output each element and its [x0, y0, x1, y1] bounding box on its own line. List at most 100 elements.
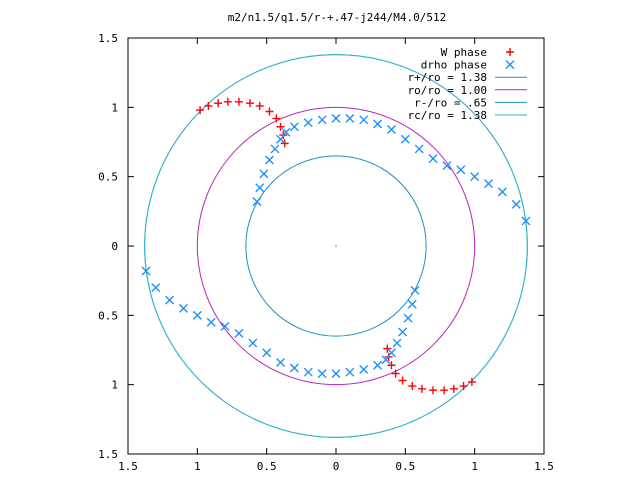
data-point — [151, 283, 161, 293]
circle-3 — [144, 54, 528, 438]
data-point — [289, 122, 299, 132]
data-point — [255, 101, 264, 110]
data-point — [192, 310, 202, 320]
x-tick-label: 1.5 — [118, 460, 138, 473]
legend-item: drho phase — [421, 59, 515, 72]
series-markers — [141, 97, 531, 395]
data-point — [521, 216, 531, 226]
data-point — [359, 364, 369, 374]
legend-swatch — [506, 48, 514, 56]
origin-dot — [335, 245, 337, 247]
data-point — [417, 384, 426, 393]
data-point — [403, 313, 413, 323]
data-point — [272, 114, 281, 123]
data-point — [206, 317, 216, 327]
data-point — [265, 107, 274, 116]
legend-label: r+/ro = 1.38 — [408, 71, 487, 84]
data-point — [262, 348, 272, 358]
legend-item: W phase — [441, 46, 514, 59]
data-point — [414, 144, 424, 154]
x-tick-label: 1 — [471, 460, 478, 473]
data-point — [456, 165, 466, 175]
series-0 — [196, 97, 476, 395]
data-point — [141, 266, 151, 276]
data-point — [398, 327, 408, 337]
data-point — [303, 118, 313, 128]
y-tick-label: 0.5 — [98, 171, 118, 184]
data-point — [497, 187, 507, 197]
data-point — [386, 348, 396, 358]
chart-title: m2/n1.5/q1.5/r-+.47-j244/M4.0/512 — [228, 11, 447, 24]
data-point — [303, 367, 313, 377]
data-point — [470, 172, 480, 182]
y-tick-label: 0 — [111, 240, 118, 253]
data-point — [204, 101, 213, 110]
legend-item: rc/ro = 1.38 — [408, 109, 527, 122]
circle-1 — [196, 106, 476, 386]
data-point — [407, 299, 417, 309]
data-point — [484, 179, 494, 189]
x-tick-label: 0.5 — [257, 460, 277, 473]
reference-circles — [144, 54, 528, 438]
data-point — [511, 199, 521, 209]
legend-label: W phase — [441, 46, 487, 59]
circle-2 — [245, 155, 427, 337]
x-tick-label: 1 — [194, 460, 201, 473]
data-point — [276, 122, 285, 131]
legend-label: r-/ro = .65 — [414, 96, 487, 109]
data-point — [386, 125, 396, 135]
data-point — [359, 115, 369, 125]
data-point — [428, 154, 438, 164]
data-point — [459, 382, 468, 391]
data-point — [392, 338, 402, 348]
legend-item: r-/ro = .65 — [414, 96, 527, 109]
data-point — [276, 357, 286, 367]
x-tick-label: 0.5 — [395, 460, 415, 473]
data-point — [449, 384, 458, 393]
data-point — [387, 361, 396, 370]
axis-ticks: 1.5 1 0.5 0 0.5 1 1.51.510.500.511.5 — [98, 32, 554, 473]
data-point — [270, 144, 280, 154]
x-tick-label: 1.5 — [534, 460, 554, 473]
data-point — [196, 106, 205, 115]
data-point — [408, 382, 417, 391]
data-point — [280, 139, 289, 148]
data-point — [214, 99, 223, 108]
data-point — [331, 113, 341, 123]
data-point — [264, 155, 274, 165]
y-tick-label: 1 — [111, 101, 118, 114]
data-point — [345, 367, 355, 377]
series-1 — [141, 113, 531, 379]
data-point — [178, 303, 188, 313]
data-point — [391, 369, 400, 378]
data-point — [234, 97, 243, 106]
legend-label: drho phase — [421, 59, 487, 72]
data-point — [331, 369, 341, 379]
data-point — [400, 134, 410, 144]
x-tick-label: 0 — [333, 460, 340, 473]
data-point — [246, 99, 255, 108]
data-point — [276, 134, 286, 144]
data-point — [259, 169, 269, 179]
data-point — [281, 127, 291, 137]
data-point — [373, 360, 383, 370]
legend-item: ro/ro = 1.00 — [408, 84, 527, 97]
legend-label: rc/ro = 1.38 — [408, 109, 487, 122]
data-point — [252, 197, 262, 207]
data-point — [429, 386, 438, 395]
data-point — [234, 328, 244, 338]
data-point — [255, 183, 265, 193]
legend-swatch — [505, 60, 515, 70]
data-point — [289, 363, 299, 373]
y-tick-label: 1.5 — [98, 32, 118, 45]
data-point — [410, 285, 420, 295]
data-point — [223, 97, 232, 106]
data-point — [442, 161, 452, 171]
data-point — [373, 119, 383, 129]
y-tick-label: 0.5 — [98, 309, 118, 322]
data-point — [398, 376, 407, 385]
data-point — [467, 377, 476, 386]
y-tick-label: 1 — [111, 379, 118, 392]
